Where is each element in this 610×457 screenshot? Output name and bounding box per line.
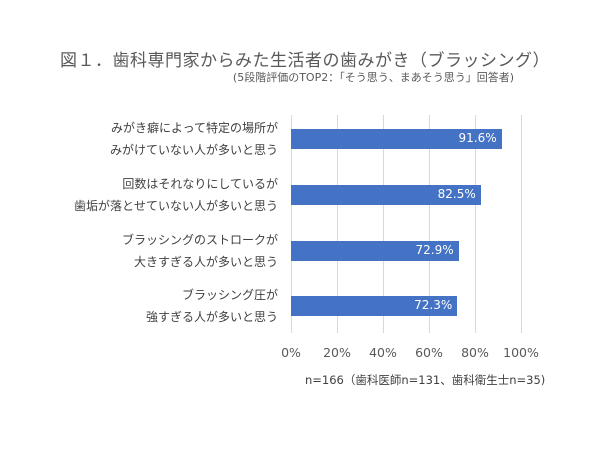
bar-2: 82.5% [291,185,481,205]
gridline-20 [337,115,338,333]
x-tick-20: 20% [323,345,351,360]
x-tick-0: 0% [281,345,301,360]
x-tick-40: 40% [369,345,397,360]
x-tick-60: 60% [415,345,443,360]
category-label-3-line-1: ブラッシングのストロークが [121,233,278,247]
bar-4-value-label: 72.3% [414,298,453,312]
category-label-2-line-2: 歯垢が落とせていない人が多いと思う [73,199,278,213]
gridline-80 [475,115,476,333]
x-tick-100: 100% [503,345,539,360]
bar-3: 72.9% [291,241,459,261]
category-label-2: 回数はそれなりにしているが 歯垢が落とせていない人が多いと思う [48,173,278,217]
category-label-3-line-2: 大きすぎる人が多いと思う [133,255,278,269]
x-tick-80: 80% [461,345,489,360]
chart-title: 図１．歯科専門家からみた生活者の歯みがき（ブラッシング） [60,51,550,71]
category-label-2-line-1: 回数はそれなりにしているが [122,177,278,191]
gridline-40 [383,115,384,333]
chart-subtitle: (5段階評価のTOP2：「そう思う、まあそう思う」回答者) [232,71,514,84]
category-label-4: ブラッシング圧が 強すぎる人が多いと思う [48,284,278,328]
gridline-100 [521,115,522,333]
gridline-0 [291,115,292,333]
bar-1-value-label: 91.6% [458,131,497,145]
category-label-4-line-1: ブラッシング圧が [181,288,278,302]
category-label-1-line-2: みがけていない人が多いと思う [109,143,278,157]
sample-size-note: n=166（歯科医師n=131、歯科衛生士n=35) [305,373,546,387]
category-label-3: ブラッシングのストロークが 大きすぎる人が多いと思う [48,229,278,273]
bar-2-value-label: 82.5% [437,187,476,201]
gridline-60 [429,115,430,333]
bar-3-value-label: 72.9% [415,243,454,257]
category-label-1: みがき癖によって特定の場所が みがけていない人が多いと思う [48,117,278,161]
plot-area: 91.6% 82.5% 72.9% 72.3% [291,115,522,333]
bar-1: 91.6% [291,129,502,149]
bar-4: 72.3% [291,296,458,316]
category-label-1-line-1: みがき癖によって特定の場所が [110,121,278,135]
category-label-4-line-2: 強すぎる人が多いと思う [145,310,278,324]
